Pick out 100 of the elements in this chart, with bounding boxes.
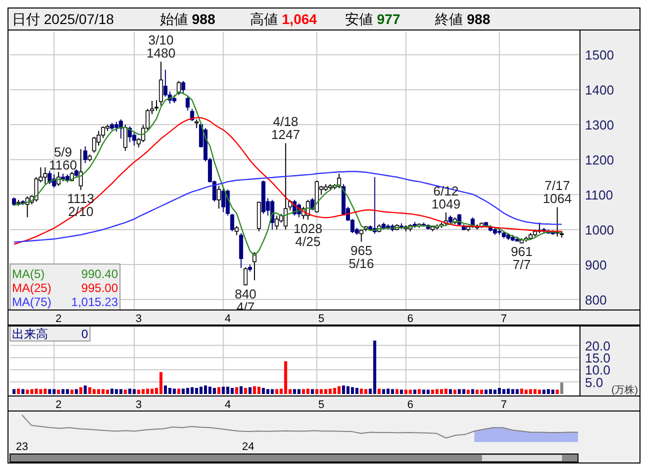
- annotation: 1028 4/25: [293, 220, 322, 249]
- bar: [39, 389, 42, 394]
- bar: [182, 388, 185, 394]
- bar: [560, 382, 564, 394]
- bar: [137, 390, 140, 394]
- bar: [128, 388, 132, 394]
- x-tick-label: 24: [242, 441, 254, 453]
- bar: [124, 390, 127, 394]
- bar: [310, 389, 314, 394]
- bar: [408, 390, 412, 394]
- text: 高値 1,064: [250, 11, 318, 27]
- bar: [538, 390, 541, 394]
- bar: [119, 389, 122, 394]
- x-tick-label: 4: [224, 399, 231, 411]
- y-axis-title: (万株): [611, 384, 638, 396]
- bar: [257, 386, 260, 394]
- bar: [395, 389, 398, 394]
- bar: [511, 389, 514, 394]
- bar: [444, 388, 448, 394]
- bar: [84, 386, 87, 394]
- bar: [422, 390, 426, 394]
- annotation: 5/9 1160: [49, 144, 77, 173]
- bar: [418, 389, 421, 394]
- x-tick-label: 4: [224, 313, 231, 325]
- bar: [382, 389, 386, 394]
- bar: [520, 388, 524, 394]
- y-tick-label: 1500: [585, 48, 614, 63]
- candlestick: [274, 215, 279, 230]
- bar: [364, 389, 368, 394]
- bar: [57, 390, 60, 394]
- bar: [235, 387, 238, 394]
- bar: [172, 388, 176, 394]
- annotation: 3/10 1480: [146, 32, 176, 61]
- bar: [413, 390, 416, 394]
- bar: [226, 386, 230, 394]
- bar: [471, 389, 474, 394]
- candlestick: [158, 61, 163, 106]
- bar: [12, 389, 16, 394]
- x-tick-label: 7: [500, 399, 507, 411]
- bar: [431, 390, 434, 394]
- bar: [373, 340, 376, 394]
- bar: [132, 389, 136, 394]
- x-tick-label: 3: [136, 399, 142, 411]
- candlestick: [239, 232, 244, 269]
- bar: [177, 388, 180, 394]
- legend: 出来高 0: [10, 326, 90, 342]
- bar: [74, 389, 78, 394]
- y-tick-label: 20.0: [585, 338, 610, 354]
- y-tick-label: 1300: [585, 118, 614, 133]
- candlestick: [234, 226, 239, 236]
- bar: [48, 389, 52, 394]
- annotation: 0: [81, 327, 88, 341]
- y-tick-label: 1200: [585, 152, 614, 168]
- bar: [66, 389, 69, 394]
- bar: [275, 389, 278, 394]
- bar: [378, 388, 381, 394]
- y-tick-label: 1000: [585, 222, 614, 238]
- y-tick-label: 1100: [585, 188, 613, 203]
- x-tick-label: 2: [55, 313, 62, 325]
- x-tick-label: 23: [16, 441, 28, 453]
- bar: [342, 386, 346, 394]
- bar: [551, 390, 554, 394]
- bar: [212, 388, 216, 394]
- text: 始値 988: [160, 11, 216, 27]
- bar: [248, 387, 252, 394]
- x-tick-label: 6: [407, 313, 414, 325]
- annotation: 6/12 1049: [432, 183, 460, 212]
- candlestick: [216, 185, 221, 210]
- bar: [21, 389, 24, 394]
- x-tick-label: 3: [136, 313, 142, 325]
- annotation: 965 5/16: [348, 242, 374, 271]
- candlestick: [181, 80, 186, 94]
- x-tick-label: 5: [318, 313, 324, 325]
- legend: MA(5) 990.40 MA(25) 995.00 MA(75) 1,015.23: [10, 264, 120, 310]
- x-tick-label: 2: [55, 399, 62, 411]
- bar: [230, 388, 234, 394]
- bar: [270, 389, 274, 394]
- candlestick: [78, 148, 83, 191]
- bar: [34, 388, 38, 394]
- text: 日付 2025/07/18: [12, 11, 114, 27]
- candlestick: [123, 124, 128, 152]
- text: 安値 977: [345, 11, 400, 27]
- candlestick: [154, 100, 159, 112]
- bar: [244, 388, 248, 394]
- candlestick: [48, 170, 52, 185]
- bar: [476, 390, 479, 394]
- annotation: 7/17 1064: [542, 178, 572, 206]
- bar: [70, 390, 74, 394]
- bar: [306, 388, 310, 394]
- bar: [556, 390, 559, 394]
- bar: [324, 389, 328, 394]
- candlestick: [92, 136, 96, 154]
- candlestick: [244, 266, 248, 286]
- candlestick: [186, 96, 190, 112]
- bar: [355, 388, 358, 394]
- bar: [240, 386, 243, 394]
- bar: [320, 389, 323, 394]
- x-tick-label: 5: [318, 399, 324, 411]
- y-tick-label: 800: [585, 292, 607, 308]
- bar: [466, 390, 470, 394]
